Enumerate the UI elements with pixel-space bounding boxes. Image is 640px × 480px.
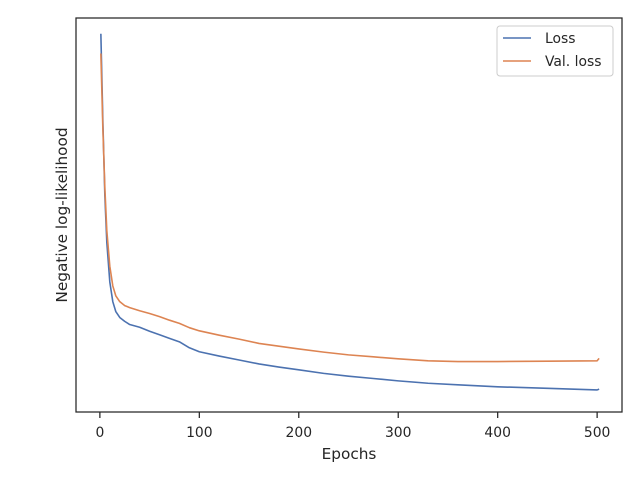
legend-label-loss: Loss: [545, 31, 575, 47]
x-tick-label: 500: [584, 425, 611, 441]
x-ticks: 0 100 200 300 400 500: [95, 412, 610, 441]
x-tick-label: 400: [484, 425, 511, 441]
x-tick-label: 300: [385, 425, 412, 441]
legend: Loss Val. loss: [496, 25, 614, 77]
series-group: [100, 33, 600, 391]
legend-label-val-loss: Val. loss: [545, 54, 601, 70]
series-line-loss: [100, 33, 600, 391]
plot-area: [76, 18, 622, 412]
x-tick-label: 0: [95, 425, 104, 441]
x-tick-label: 100: [186, 425, 213, 441]
plot-frame: [75, 17, 623, 413]
series-line-val-loss: [100, 53, 600, 363]
x-axis-label: Epochs: [322, 445, 377, 463]
x-tick-label: 200: [286, 425, 313, 441]
y-axis-label: Negative log-likelihood: [53, 127, 71, 302]
